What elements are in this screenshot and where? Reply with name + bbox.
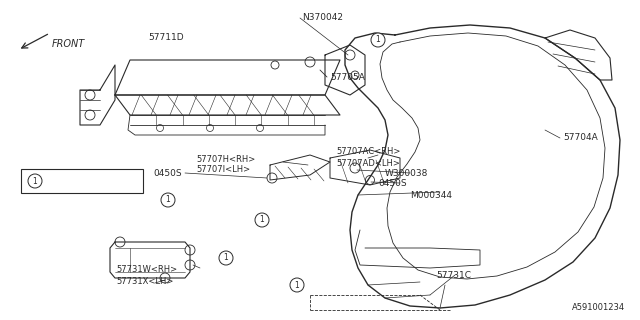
Text: 1: 1 [260,215,264,225]
Text: 57707H<RH>: 57707H<RH> [196,156,255,164]
Text: 57707I<LH>: 57707I<LH> [196,165,250,174]
Circle shape [371,33,385,47]
FancyBboxPatch shape [21,169,143,193]
Circle shape [161,193,175,207]
Text: 57731X<LH>: 57731X<LH> [116,276,173,285]
Text: 1: 1 [294,281,300,290]
Text: 57707AC<RH>: 57707AC<RH> [336,148,401,156]
Circle shape [219,251,233,265]
Text: 0450S: 0450S [378,179,406,188]
Text: 1: 1 [223,253,228,262]
Text: 57711D: 57711D [148,34,184,43]
Text: 57731C: 57731C [436,270,471,279]
Text: 1: 1 [376,36,380,44]
Text: W140007: W140007 [65,172,108,181]
Text: 57731W<RH>: 57731W<RH> [116,266,177,275]
Circle shape [290,278,304,292]
Text: M000344: M000344 [410,191,452,201]
Text: A591001234: A591001234 [572,302,625,311]
Text: 57704A: 57704A [563,133,598,142]
Circle shape [255,213,269,227]
Text: 57705A: 57705A [330,73,365,82]
Text: 1: 1 [166,196,170,204]
Text: 57707AD<LH>: 57707AD<LH> [336,158,400,167]
Text: 0450S: 0450S [153,169,182,178]
Text: W140007: W140007 [48,177,92,186]
Text: 1: 1 [33,177,37,186]
Text: FRONT: FRONT [52,39,85,49]
Text: W300038: W300038 [385,169,428,178]
Circle shape [28,174,42,188]
Text: N370042: N370042 [302,13,343,22]
